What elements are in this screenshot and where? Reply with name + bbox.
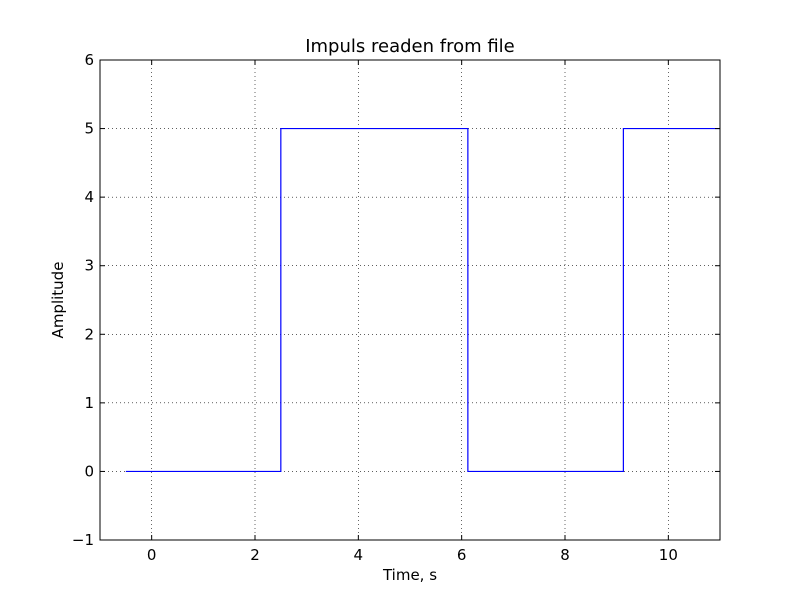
y-tick-label: 0 [84, 462, 94, 480]
x-tick-label: 4 [354, 546, 364, 564]
y-tick-label: 4 [84, 188, 94, 206]
tick-labels: 0 2 4 6 8 10 −1 0 1 2 3 4 5 6 [72, 51, 678, 564]
y-axis-label: Amplitude [49, 262, 67, 339]
y-tick-label: −1 [72, 531, 94, 549]
y-tick-label: 1 [84, 394, 94, 412]
series-layer [125, 127, 720, 473]
x-tick-label: 10 [659, 546, 678, 564]
y-tick-label: 3 [84, 257, 94, 275]
x-tick-label: 0 [147, 546, 157, 564]
plot-area [100, 60, 720, 540]
plot-frame [99, 59, 721, 541]
x-tick-label: 2 [250, 546, 260, 564]
x-tick-label: 6 [457, 546, 467, 564]
y-tick-label: 5 [84, 120, 94, 138]
x-tick-label: 8 [560, 546, 570, 564]
x-axis-label: Time, s [382, 566, 437, 584]
y-tick-label: 6 [84, 51, 94, 69]
y-tick-label: 2 [84, 325, 94, 343]
chart-title: Impuls readen from file [305, 36, 515, 57]
ticks [100, 59, 720, 541]
series-line [125, 127, 720, 473]
